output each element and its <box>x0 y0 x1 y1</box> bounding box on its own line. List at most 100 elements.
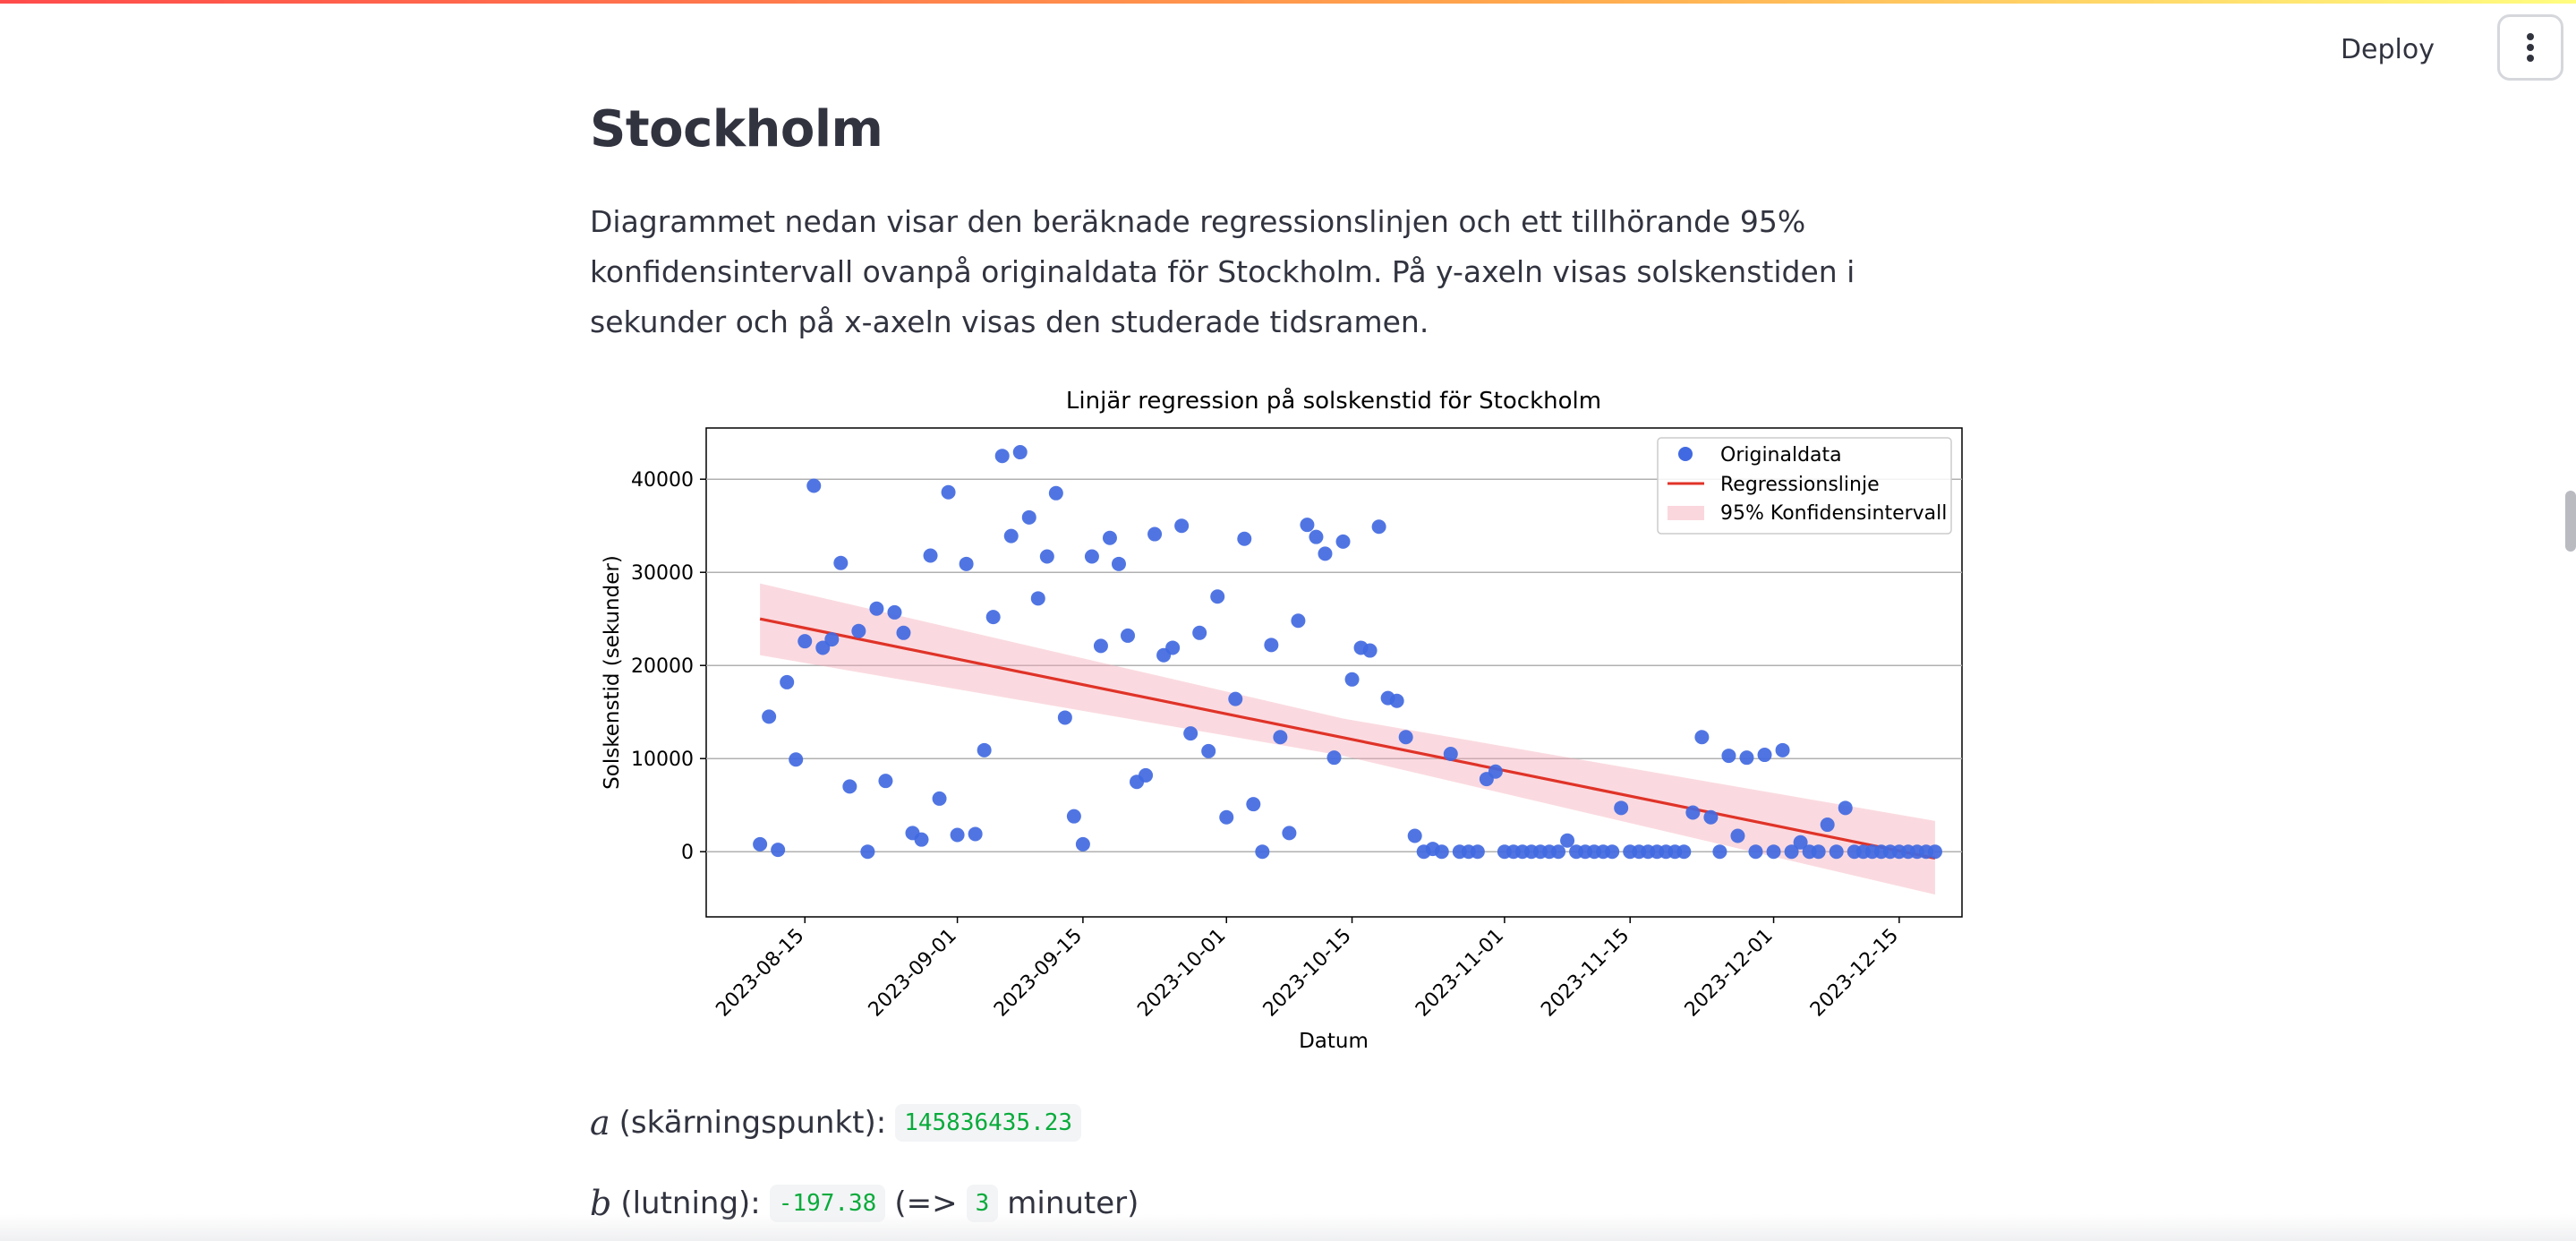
regression-line <box>759 617 1936 860</box>
main-menu-button[interactable] <box>2497 14 2563 81</box>
data-point <box>1255 844 1270 860</box>
data-point <box>1560 833 1575 848</box>
data-point <box>824 632 840 647</box>
data-point <box>1318 546 1333 561</box>
data-point <box>896 625 911 640</box>
data-point <box>1039 549 1054 564</box>
data-point <box>1030 591 1045 606</box>
data-point <box>959 556 974 571</box>
data-point <box>1192 625 1207 640</box>
x-tick-label: 2023-08-15 <box>712 925 808 1022</box>
data-point <box>932 791 947 806</box>
data-point <box>1820 817 1835 833</box>
data-point <box>1362 643 1378 658</box>
x-tick-label: 2023-09-01 <box>865 925 961 1022</box>
data-point <box>1721 749 1736 764</box>
legend-label-originaldata: Originaldata <box>1720 444 1842 466</box>
deploy-button[interactable]: Deploy <box>2340 34 2435 65</box>
data-point <box>887 604 902 620</box>
data-point <box>851 623 866 638</box>
data-point <box>1605 844 1620 860</box>
legend-marker-konfidensintervall <box>1668 506 1704 520</box>
page-title: Stockholm <box>590 100 883 158</box>
data-point <box>1139 767 1154 783</box>
data-point <box>1075 836 1090 852</box>
data-point <box>1927 844 1942 860</box>
chart-title: Linjär regression på solskenstid för Sto… <box>1066 387 1601 415</box>
legend-label-regressionslinje: Regressionslinje <box>1720 474 1880 496</box>
data-point <box>1694 730 1710 745</box>
data-point <box>1183 726 1198 741</box>
data-point <box>1165 640 1181 655</box>
data-point <box>869 601 884 616</box>
data-point <box>753 836 768 852</box>
intercept-symbol: a <box>590 1103 610 1143</box>
data-point <box>780 674 795 689</box>
y-axis-label: Solskenstid (sekunder) <box>601 555 624 790</box>
data-point <box>1730 828 1745 843</box>
bottom-shadow <box>0 1214 2576 1241</box>
data-point <box>1300 518 1315 533</box>
data-point <box>1775 742 1790 757</box>
data-point <box>1470 844 1485 860</box>
y-tick-label: 10000 <box>631 749 694 771</box>
data-point <box>950 827 965 843</box>
x-tick-label: 2023-09-15 <box>990 925 1087 1022</box>
data-point <box>985 610 1001 625</box>
data-point <box>1488 764 1503 779</box>
data-point <box>1021 509 1036 525</box>
data-point <box>1057 710 1072 725</box>
data-point <box>1712 844 1727 860</box>
data-point <box>1102 530 1117 545</box>
x-tick-label: 2023-12-15 <box>1806 925 1903 1022</box>
data-point <box>977 742 992 757</box>
data-point <box>762 709 777 724</box>
data-point <box>914 832 929 847</box>
y-tick-label: 0 <box>681 842 694 864</box>
data-point <box>1703 809 1719 825</box>
data-point <box>1219 809 1234 825</box>
data-point <box>1784 844 1799 860</box>
data-point <box>833 555 849 570</box>
data-point <box>806 478 822 493</box>
data-point <box>1048 485 1063 501</box>
scrollbar-thumb[interactable] <box>2565 491 2576 552</box>
data-point <box>1210 589 1225 604</box>
app-header: Deploy <box>0 4 2576 93</box>
data-point <box>923 548 938 563</box>
data-point <box>798 634 813 649</box>
data-point <box>1551 844 1566 860</box>
data-point <box>1614 800 1629 816</box>
data-point <box>1739 750 1754 766</box>
data-point <box>1407 828 1422 843</box>
x-tick-label: 2023-10-15 <box>1259 925 1356 1022</box>
data-point <box>1398 730 1413 745</box>
x-tick-label: 2023-10-01 <box>1133 925 1230 1022</box>
data-point <box>1246 797 1261 812</box>
data-point <box>1282 826 1297 841</box>
data-point <box>1003 528 1019 543</box>
x-tick-label: 2023-11-15 <box>1537 925 1633 1022</box>
data-point <box>771 843 786 858</box>
legend-marker-originaldata <box>1678 447 1693 461</box>
data-point <box>1371 519 1386 535</box>
data-point <box>1676 844 1692 860</box>
data-point <box>941 484 956 500</box>
data-point <box>1748 844 1763 860</box>
data-point <box>1344 672 1360 687</box>
data-point <box>1335 534 1351 549</box>
y-tick-label: 40000 <box>631 469 694 492</box>
data-point <box>1273 730 1288 745</box>
data-point <box>1228 691 1243 706</box>
data-point <box>1838 800 1853 816</box>
data-point <box>1291 613 1306 629</box>
x-axis-label: Datum <box>1299 1030 1369 1053</box>
data-point <box>1066 809 1081 824</box>
data-point <box>789 752 804 767</box>
data-point <box>1237 531 1252 546</box>
data-point <box>1121 628 1136 643</box>
x-tick-label: 2023-11-01 <box>1412 925 1508 1022</box>
y-tick-label: 30000 <box>631 562 694 585</box>
data-point <box>1757 748 1772 763</box>
data-point <box>1309 529 1324 544</box>
